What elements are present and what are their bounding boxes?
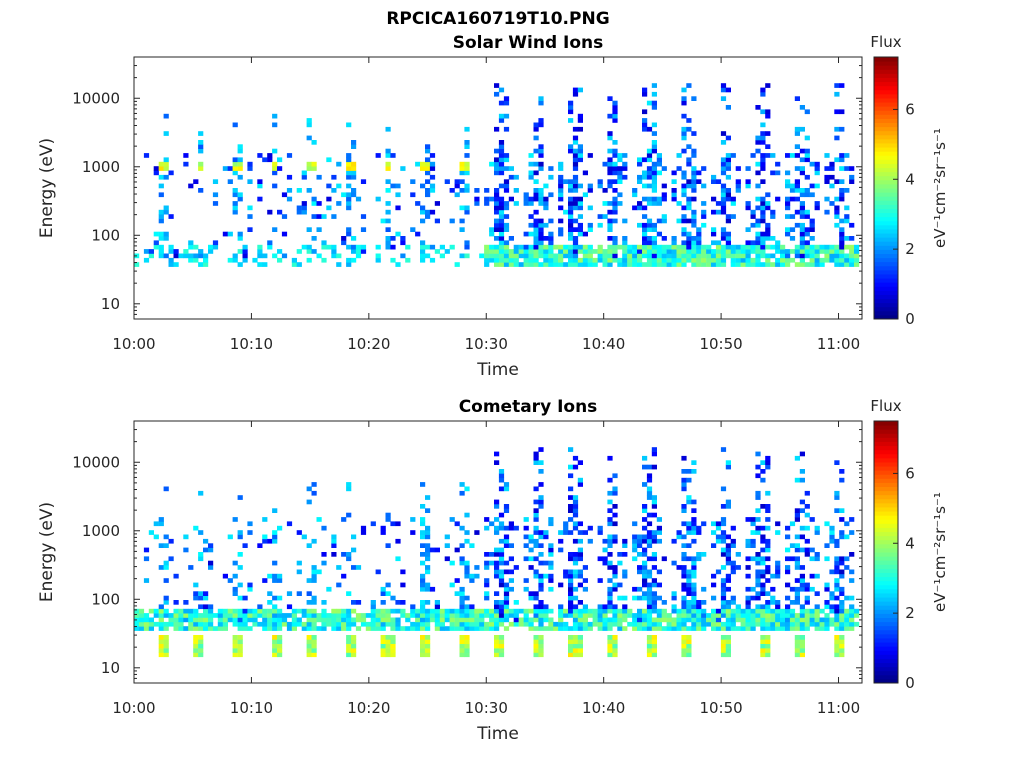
colorbar-label: eV⁻¹cm⁻²sr⁻¹s⁻¹ [931, 128, 949, 248]
y-tick-label: 100 [91, 226, 120, 244]
colorbar-frame [873, 420, 899, 684]
x-tick-label: 10:00 [112, 699, 155, 717]
y-tick-label: 1000 [82, 158, 120, 176]
x-tick-label: 10:50 [699, 699, 742, 717]
y-tick-label: 10 [101, 659, 120, 677]
x-tick-label: 10:10 [230, 335, 273, 353]
panel-cometary-ions: Cometary Ions 10:00 10:10 10:20 10:30 10:40 10… [37, 397, 949, 744]
colorbar-tick-label: 4 [905, 534, 915, 552]
plot-frame [133, 56, 863, 320]
colorbar-frame [873, 56, 899, 320]
colorbar-tick-label: 6 [905, 464, 915, 482]
x-axis-label: Time [476, 360, 519, 380]
colorbar-tick-label: 6 [905, 100, 915, 118]
x-tick-label: 10:00 [112, 335, 155, 353]
colorbar: 0 2 4 6 Flux eV⁻¹cm⁻²sr⁻¹s⁻¹ [870, 33, 949, 328]
heatmap-cells [134, 83, 860, 267]
y-tick-label: 10000 [72, 453, 120, 471]
panel-title: Cometary Ions [459, 397, 598, 417]
x-axis-label: Time [476, 724, 519, 744]
colorbar-tick-label: 2 [905, 240, 915, 258]
y-tick-label: 10000 [72, 89, 120, 107]
y-axis-label: Energy (eV) [37, 138, 57, 238]
colorbar-tick-label: 4 [905, 170, 915, 188]
heatmap-cells [134, 447, 860, 658]
x-tick-label: 11:00 [817, 335, 860, 353]
colorbar-tick-label: 0 [905, 674, 915, 692]
panel-solar-wind-ions: Solar Wind Ions 10:00 10:10 10:20 10:30 10:40… [37, 33, 949, 380]
colorbar-title: Flux [870, 397, 901, 415]
x-tick-label: 10:30 [465, 335, 508, 353]
x-tick-label: 10:50 [699, 335, 742, 353]
y-axis-label: Energy (eV) [37, 502, 57, 602]
x-tick-label: 10:20 [347, 699, 390, 717]
y-tick-label: 10 [101, 295, 120, 313]
x-tick-label: 11:00 [817, 699, 860, 717]
colorbar-tick-label: 2 [905, 604, 915, 622]
x-tick-label: 10:40 [582, 699, 625, 717]
y-tick-label: 100 [91, 590, 120, 608]
x-tick-label: 10:20 [347, 335, 390, 353]
x-tick-label: 10:30 [465, 699, 508, 717]
x-tick-label: 10:10 [230, 699, 273, 717]
colorbar-label: eV⁻¹cm⁻²sr⁻¹s⁻¹ [931, 492, 949, 612]
y-tick-label: 1000 [82, 522, 120, 540]
figure-title: RPCICA160719T10.PNG [386, 9, 609, 29]
panel-title: Solar Wind Ions [453, 33, 604, 53]
colorbar-title: Flux [870, 33, 901, 51]
colorbar-tick-label: 0 [905, 310, 915, 328]
plot-frame [133, 420, 863, 684]
x-tick-label: 10:40 [582, 335, 625, 353]
colorbar: 0 2 4 6 Flux eV⁻¹cm⁻²sr⁻¹s⁻¹ [870, 397, 949, 692]
